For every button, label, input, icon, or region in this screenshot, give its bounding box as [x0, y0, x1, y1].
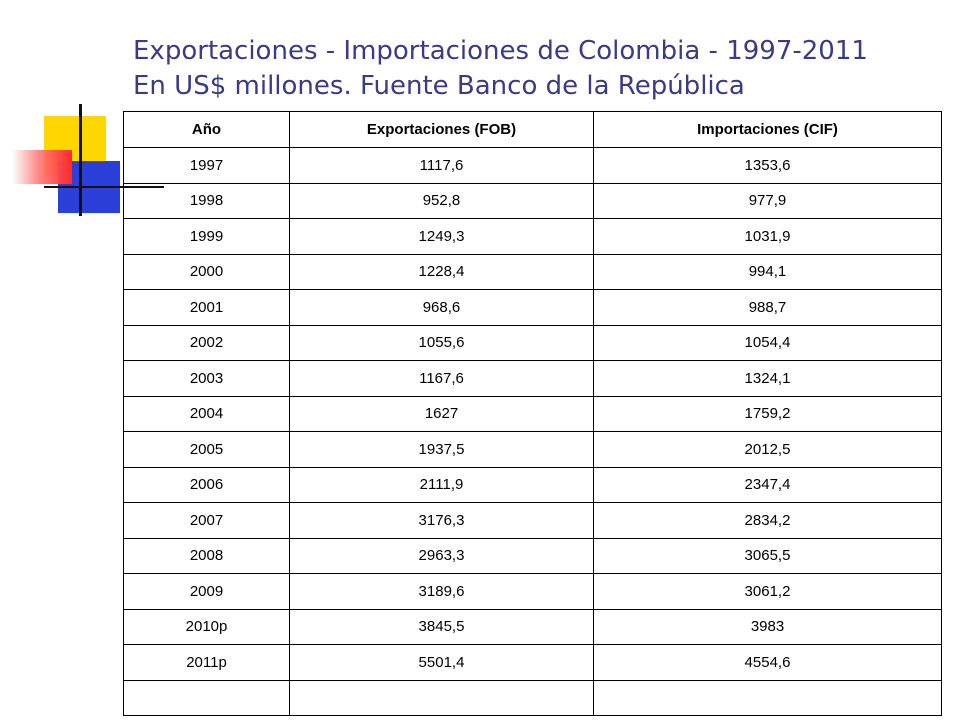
cell-exports: 1937,5 — [289, 431, 594, 468]
cell-year: 2011p — [123, 644, 290, 681]
cell-imports: 3061,2 — [593, 573, 942, 610]
cell-exports: 2111,9 — [289, 466, 594, 503]
cell-imports: 1353,6 — [593, 147, 942, 184]
cell-year: 2002 — [123, 324, 290, 361]
cell-year: 2005 — [123, 431, 290, 468]
cell-exports: 1249,3 — [289, 218, 594, 255]
horizontal-line — [44, 186, 164, 188]
cell-imports: 1031,9 — [593, 218, 942, 255]
table-header-row: Año Exportaciones (FOB) Importaciones (C… — [123, 111, 942, 148]
cell-imports: 1054,4 — [593, 324, 942, 361]
slide-title: Exportaciones - Importaciones de Colombi… — [133, 34, 953, 104]
table-row: 2002 1055,6 1054,4 — [123, 324, 942, 361]
table-row: 2011p 5501,4 4554,6 — [123, 644, 942, 681]
cell-year: 2008 — [123, 537, 290, 574]
cell-exports: 968,6 — [289, 289, 594, 326]
cell-exports: 1055,6 — [289, 324, 594, 361]
table-body: 1997 1117,6 1353,6 1998 952,8 977,9 1999 1249,3… — [123, 147, 942, 716]
cell-exports: 2963,3 — [289, 537, 594, 574]
table-row: 2010p 3845,5 3983 — [123, 608, 942, 645]
cell-exports: 1228,4 — [289, 253, 594, 290]
cell-year: 2001 — [123, 289, 290, 326]
cell-imports: 1759,2 — [593, 395, 942, 432]
table-row: 2009 3189,6 3061,2 — [123, 573, 942, 610]
table-row: 2000 1228,4 994,1 — [123, 253, 942, 290]
cell-imports: 988,7 — [593, 289, 942, 326]
cell-exports: 3845,5 — [289, 608, 594, 645]
cell-year: 2000 — [123, 253, 290, 290]
cell-exports: 1167,6 — [289, 360, 594, 397]
cell-imports: 2347,4 — [593, 466, 942, 503]
table-row: 2005 1937,5 2012,5 — [123, 431, 942, 468]
table-row: 2006 2111,9 2347,4 — [123, 466, 942, 503]
table-row: 2001 968,6 988,7 — [123, 289, 942, 326]
cell-imports: 3983 — [593, 608, 942, 645]
table-row: 1999 1249,3 1031,9 — [123, 218, 942, 255]
cell-year — [123, 679, 290, 716]
cell-imports: 1324,1 — [593, 360, 942, 397]
cell-imports: 3065,5 — [593, 537, 942, 574]
header-exports: Exportaciones (FOB) — [289, 111, 594, 148]
cell-exports: 1117,6 — [289, 147, 594, 184]
header-year: Año — [123, 111, 290, 148]
cell-year: 2003 — [123, 360, 290, 397]
table-row — [123, 679, 942, 716]
cell-imports: 2012,5 — [593, 431, 942, 468]
red-gradient-bar — [12, 150, 72, 184]
cell-year: 2004 — [123, 395, 290, 432]
cell-year: 1999 — [123, 218, 290, 255]
cell-exports: 5501,4 — [289, 644, 594, 681]
cell-year: 2007 — [123, 502, 290, 539]
cell-imports: 4554,6 — [593, 644, 942, 681]
header-imports: Importaciones (CIF) — [593, 111, 942, 148]
title-line-2: En US$ millones. Fuente Banco de la Repú… — [133, 71, 745, 101]
title-line-1: Exportaciones - Importaciones de Colombi… — [133, 36, 868, 66]
cell-year: 1997 — [123, 147, 290, 184]
cell-imports: 994,1 — [593, 253, 942, 290]
decorative-squares — [0, 0, 164, 230]
vertical-line — [79, 104, 82, 216]
cell-year: 2010p — [123, 608, 290, 645]
cell-year: 2009 — [123, 573, 290, 610]
table-row: 1998 952,8 977,9 — [123, 182, 942, 219]
table-row: 2008 2963,3 3065,5 — [123, 537, 942, 574]
table-row: 2003 1167,6 1324,1 — [123, 360, 942, 397]
cell-year: 2006 — [123, 466, 290, 503]
table-row: 2004 1627 1759,2 — [123, 395, 942, 432]
cell-exports — [289, 679, 594, 716]
cell-exports: 1627 — [289, 395, 594, 432]
cell-imports — [593, 679, 942, 716]
cell-imports: 977,9 — [593, 182, 942, 219]
cell-exports: 952,8 — [289, 182, 594, 219]
cell-imports: 2834,2 — [593, 502, 942, 539]
table-row: 1997 1117,6 1353,6 — [123, 147, 942, 184]
cell-exports: 3176,3 — [289, 502, 594, 539]
table-row: 2007 3176,3 2834,2 — [123, 502, 942, 539]
cell-year: 1998 — [123, 182, 290, 219]
cell-exports: 3189,6 — [289, 573, 594, 610]
trade-table: Año Exportaciones (FOB) Importaciones (C… — [123, 111, 942, 716]
